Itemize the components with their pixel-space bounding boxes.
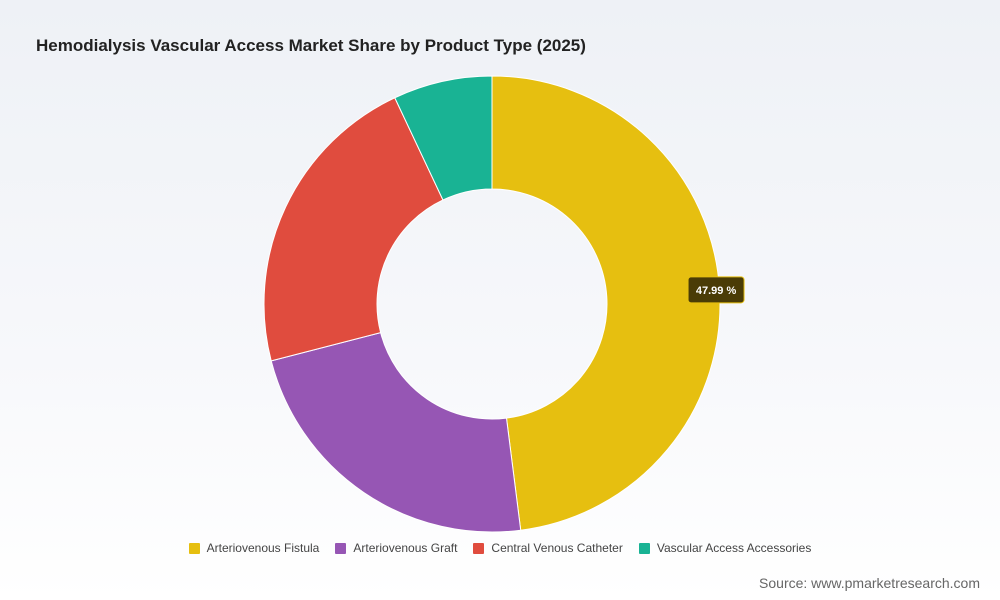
legend-label: Arteriovenous Fistula xyxy=(206,541,320,555)
data-label-arteriovenous-fistula: 47.99 % xyxy=(687,276,745,304)
legend-label: Arteriovenous Graft xyxy=(353,541,458,555)
legend-label: Central Venous Catheter xyxy=(491,541,623,555)
legend-swatch xyxy=(188,542,200,554)
legend-item-vascular-access-accessories[interactable]: Vascular Access Accessories xyxy=(638,541,812,555)
slice-arteriovenous-fistula[interactable] xyxy=(491,75,721,531)
legend: Arteriovenous Fistula Arteriovenous Graft… xyxy=(0,541,1000,555)
legend-item-arteriovenous-fistula[interactable]: Arteriovenous Fistula xyxy=(188,541,320,555)
slice-arteriovenous-graft[interactable] xyxy=(270,332,522,533)
legend-label: Vascular Access Accessories xyxy=(656,541,812,555)
chart-title: Hemodialysis Vascular Access Market Shar… xyxy=(36,36,586,55)
legend-item-central-venous-catheter[interactable]: Central Venous Catheter xyxy=(473,541,623,555)
data-label-text: 47.99 % xyxy=(696,285,737,297)
source-text: Source: www.pmarketresearch.com xyxy=(759,575,980,591)
legend-swatch xyxy=(638,542,650,554)
legend-item-arteriovenous-graft[interactable]: Arteriovenous Graft xyxy=(335,541,457,555)
legend-swatch xyxy=(335,542,347,554)
data-label-box xyxy=(687,276,745,304)
slice-vascular-access-accessories[interactable] xyxy=(394,75,493,201)
slice-central-venous-catheter[interactable] xyxy=(263,97,444,362)
legend-swatch xyxy=(473,542,485,554)
